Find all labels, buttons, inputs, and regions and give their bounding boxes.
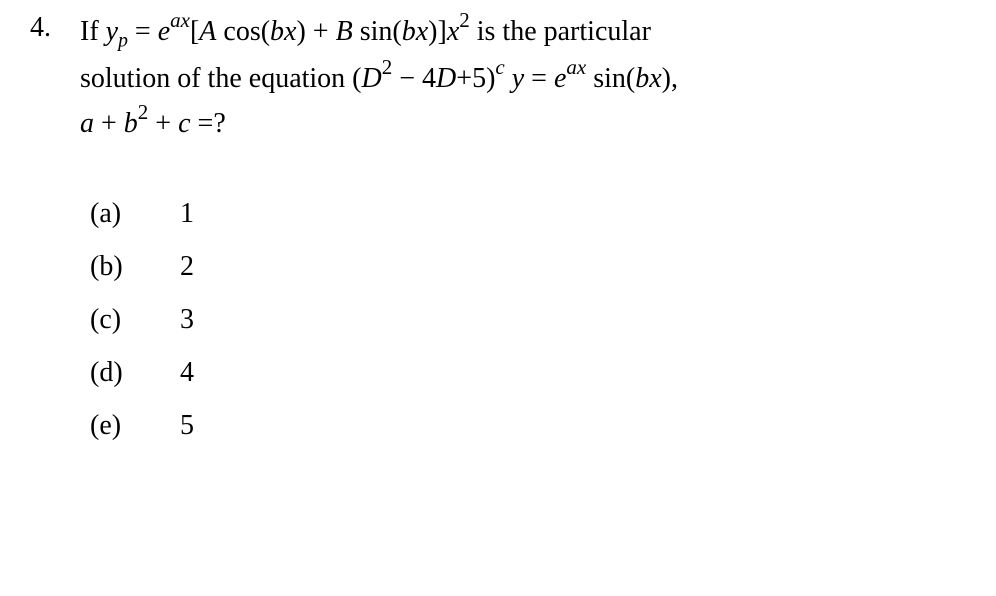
option-b: (b) 2: [90, 240, 966, 293]
var-B: B: [336, 16, 353, 47]
problem-number: 4.: [30, 10, 80, 44]
var-D-1: D: [362, 63, 382, 94]
text-if: If: [80, 16, 106, 47]
option-a-label: (a): [90, 187, 180, 240]
cos-text: cos(: [216, 16, 270, 47]
option-d-label: (d): [90, 346, 180, 399]
plus-1: +: [94, 108, 124, 139]
exponent-ax-1: ax: [170, 8, 190, 32]
problem-line-1: If yp = eax[A cos(bx) + B sin(bx)]x2 is …: [80, 10, 966, 57]
var-y-2: y: [505, 63, 524, 94]
exponent-ax-2: ax: [566, 55, 586, 79]
sin-text-2: sin(: [586, 63, 635, 94]
var-x: x: [447, 16, 459, 47]
var-bx-2: bx: [402, 16, 428, 47]
equals-2: =: [524, 63, 554, 94]
var-A: A: [199, 16, 216, 47]
option-e-label: (e): [90, 399, 180, 452]
var-e-1: e: [158, 16, 170, 47]
var-bx-3: bx: [635, 63, 661, 94]
close-bracket: )]: [428, 16, 447, 47]
option-e: (e) 5: [90, 399, 966, 452]
text-particular: is the particular: [470, 16, 651, 47]
exponent-2-D: 2: [382, 55, 393, 79]
option-e-value: 5: [180, 399, 194, 452]
option-c-value: 3: [180, 293, 194, 346]
sin-text-1: sin(: [353, 16, 402, 47]
problem-line-3: a + b2 + c =?: [80, 102, 966, 147]
problem-content: If yp = eax[A cos(bx) + B sin(bx)]x2 is …: [80, 10, 966, 452]
option-c-label: (c): [90, 293, 180, 346]
page-container: 4. If yp = eax[A cos(bx) + B sin(bx)]x2 …: [0, 0, 996, 462]
var-e-2: e: [554, 63, 566, 94]
exponent-c: c: [495, 55, 504, 79]
option-d: (d) 4: [90, 346, 966, 399]
plus-2: +: [148, 108, 178, 139]
equals-1: =: [128, 16, 158, 47]
option-b-value: 2: [180, 240, 194, 293]
var-c: c: [178, 108, 190, 139]
var-b: b: [124, 108, 138, 139]
close-comma: ),: [662, 63, 678, 94]
plus-5-close: +5): [456, 63, 495, 94]
var-D-2: D: [436, 63, 456, 94]
option-b-label: (b): [90, 240, 180, 293]
option-a: (a) 1: [90, 187, 966, 240]
problem-text: If yp = eax[A cos(bx) + B sin(bx)]x2 is …: [80, 10, 966, 147]
bracket-open: [: [190, 16, 199, 47]
option-d-value: 4: [180, 346, 194, 399]
option-c: (c) 3: [90, 293, 966, 346]
exponent-2-x: 2: [459, 8, 470, 32]
exponent-2-b: 2: [138, 100, 149, 124]
equals-question: =?: [191, 108, 226, 139]
problem-line-2: solution of the equation (D2 − 4D+5)c y …: [80, 57, 966, 102]
option-a-value: 1: [180, 187, 194, 240]
problem-block: 4. If yp = eax[A cos(bx) + B sin(bx)]x2 …: [30, 10, 966, 452]
text-solution: solution of the equation (: [80, 63, 362, 94]
var-a: a: [80, 108, 94, 139]
close-plus: ) +: [296, 16, 335, 47]
var-bx-1: bx: [270, 16, 296, 47]
subscript-p: p: [118, 31, 128, 52]
options-list: (a) 1 (b) 2 (c) 3 (d) 4 (e) 5: [90, 187, 966, 453]
var-y: y: [106, 16, 118, 47]
minus-4: − 4: [392, 63, 436, 94]
